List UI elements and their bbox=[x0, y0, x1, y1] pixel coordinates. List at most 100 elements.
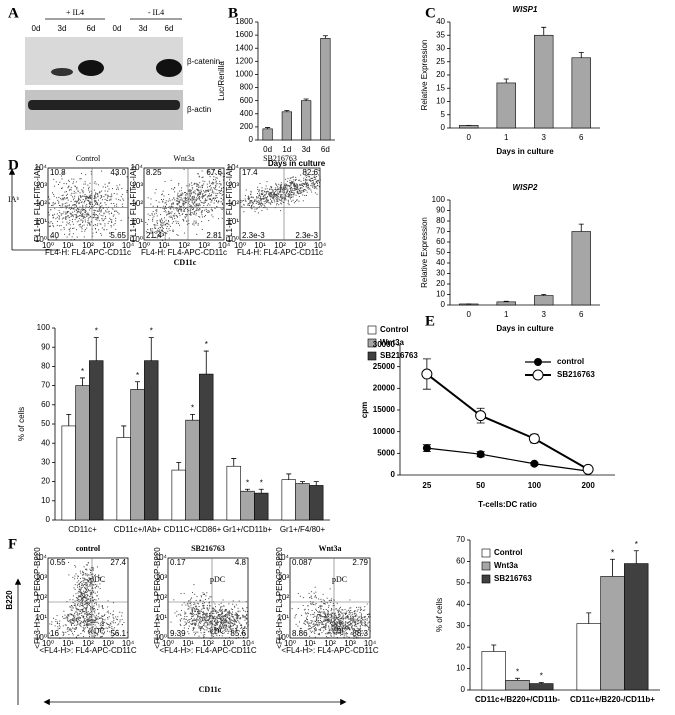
event-dot bbox=[184, 216, 186, 218]
event-dot bbox=[216, 629, 218, 631]
event-dot bbox=[212, 610, 214, 612]
event-dot bbox=[207, 211, 209, 213]
event-dot bbox=[224, 622, 226, 624]
y-tick-label: 200 bbox=[240, 122, 254, 131]
event-dot bbox=[312, 626, 314, 628]
event-dot bbox=[76, 215, 78, 217]
event-dot bbox=[104, 202, 106, 204]
event-dot bbox=[158, 235, 160, 237]
event-dot bbox=[159, 235, 161, 237]
event-dot bbox=[349, 621, 351, 623]
event-dot bbox=[290, 188, 292, 190]
error-bar bbox=[313, 481, 319, 486]
event-dot bbox=[83, 566, 85, 568]
event-dot bbox=[79, 591, 81, 593]
event-dot bbox=[216, 621, 218, 623]
event-dot bbox=[48, 214, 50, 216]
event-dot bbox=[165, 233, 167, 235]
event-dot bbox=[240, 617, 242, 619]
event-dot bbox=[206, 619, 208, 621]
y-tick-label: 20000 bbox=[373, 383, 396, 392]
event-dot bbox=[197, 194, 199, 196]
event-dot bbox=[336, 617, 338, 619]
event-dot bbox=[95, 210, 97, 212]
event-dot bbox=[260, 199, 262, 201]
event-dot bbox=[280, 191, 282, 193]
event-dot bbox=[215, 627, 217, 629]
lane-label: 0d bbox=[113, 24, 122, 33]
event-dot bbox=[344, 627, 346, 629]
event-dot bbox=[112, 208, 114, 210]
event-dot bbox=[323, 602, 325, 604]
event-dot bbox=[108, 220, 110, 222]
event-dot bbox=[79, 178, 81, 180]
event-dot bbox=[336, 602, 338, 604]
event-dot bbox=[237, 636, 239, 638]
event-dot bbox=[85, 589, 87, 591]
event-dot bbox=[196, 618, 198, 620]
event-dot bbox=[97, 616, 99, 618]
event-dot bbox=[160, 224, 162, 226]
point-marker bbox=[530, 459, 539, 468]
event-dot bbox=[83, 619, 85, 621]
event-dot bbox=[318, 629, 320, 631]
event-dot bbox=[340, 622, 342, 624]
event-dot bbox=[77, 622, 79, 624]
plot-frame bbox=[47, 557, 129, 639]
event-dot bbox=[73, 628, 75, 630]
event-dot bbox=[292, 176, 294, 178]
event-dot bbox=[231, 631, 233, 633]
event-dot bbox=[189, 183, 191, 185]
event-dot bbox=[80, 201, 82, 203]
event-dot bbox=[250, 193, 252, 195]
event-dot bbox=[190, 198, 192, 200]
event-dot bbox=[267, 200, 269, 202]
event-dot bbox=[82, 597, 84, 599]
event-dot bbox=[171, 206, 173, 208]
legend-swatch bbox=[481, 548, 491, 558]
event-dot bbox=[161, 225, 163, 227]
quadrant-value: 2.3e-3 bbox=[242, 231, 265, 240]
event-dot bbox=[84, 611, 86, 613]
event-dot bbox=[275, 194, 277, 196]
event-dot bbox=[198, 199, 200, 201]
x-tick-label: 10¹ bbox=[254, 241, 266, 250]
event-dot bbox=[193, 207, 195, 209]
series-line bbox=[426, 373, 589, 471]
event-dot bbox=[109, 217, 111, 219]
event-dot bbox=[167, 200, 169, 202]
event-dot bbox=[352, 629, 354, 631]
event-dot bbox=[261, 209, 263, 211]
event-dot bbox=[242, 630, 244, 632]
event-dot bbox=[193, 584, 195, 586]
event-dot bbox=[192, 223, 194, 225]
y-tick-label: 30 bbox=[456, 621, 465, 630]
event-dot bbox=[152, 230, 154, 232]
event-dot bbox=[262, 198, 264, 200]
event-dot bbox=[361, 616, 363, 618]
event-dot bbox=[323, 630, 325, 632]
event-dot bbox=[87, 222, 89, 224]
event-dot bbox=[116, 173, 118, 175]
error-bar bbox=[491, 644, 497, 652]
event-dot bbox=[236, 613, 238, 615]
event-dot bbox=[265, 198, 267, 200]
event-dot bbox=[79, 224, 81, 226]
event-dot bbox=[218, 625, 220, 627]
bar bbox=[571, 57, 591, 129]
event-dot bbox=[194, 622, 196, 624]
event-dot bbox=[299, 192, 301, 194]
event-dot bbox=[89, 577, 91, 579]
event-dot bbox=[86, 625, 88, 627]
event-dot bbox=[250, 196, 252, 198]
event-dot bbox=[48, 196, 50, 198]
y-tick-label: 60 bbox=[456, 557, 465, 566]
event-dot bbox=[327, 611, 329, 613]
event-dot bbox=[225, 614, 227, 616]
event-dot bbox=[186, 223, 188, 225]
bar bbox=[505, 680, 530, 691]
event-dot bbox=[184, 611, 186, 613]
event-dot bbox=[176, 214, 178, 216]
event-dot bbox=[308, 176, 310, 178]
event-dot bbox=[68, 210, 70, 212]
